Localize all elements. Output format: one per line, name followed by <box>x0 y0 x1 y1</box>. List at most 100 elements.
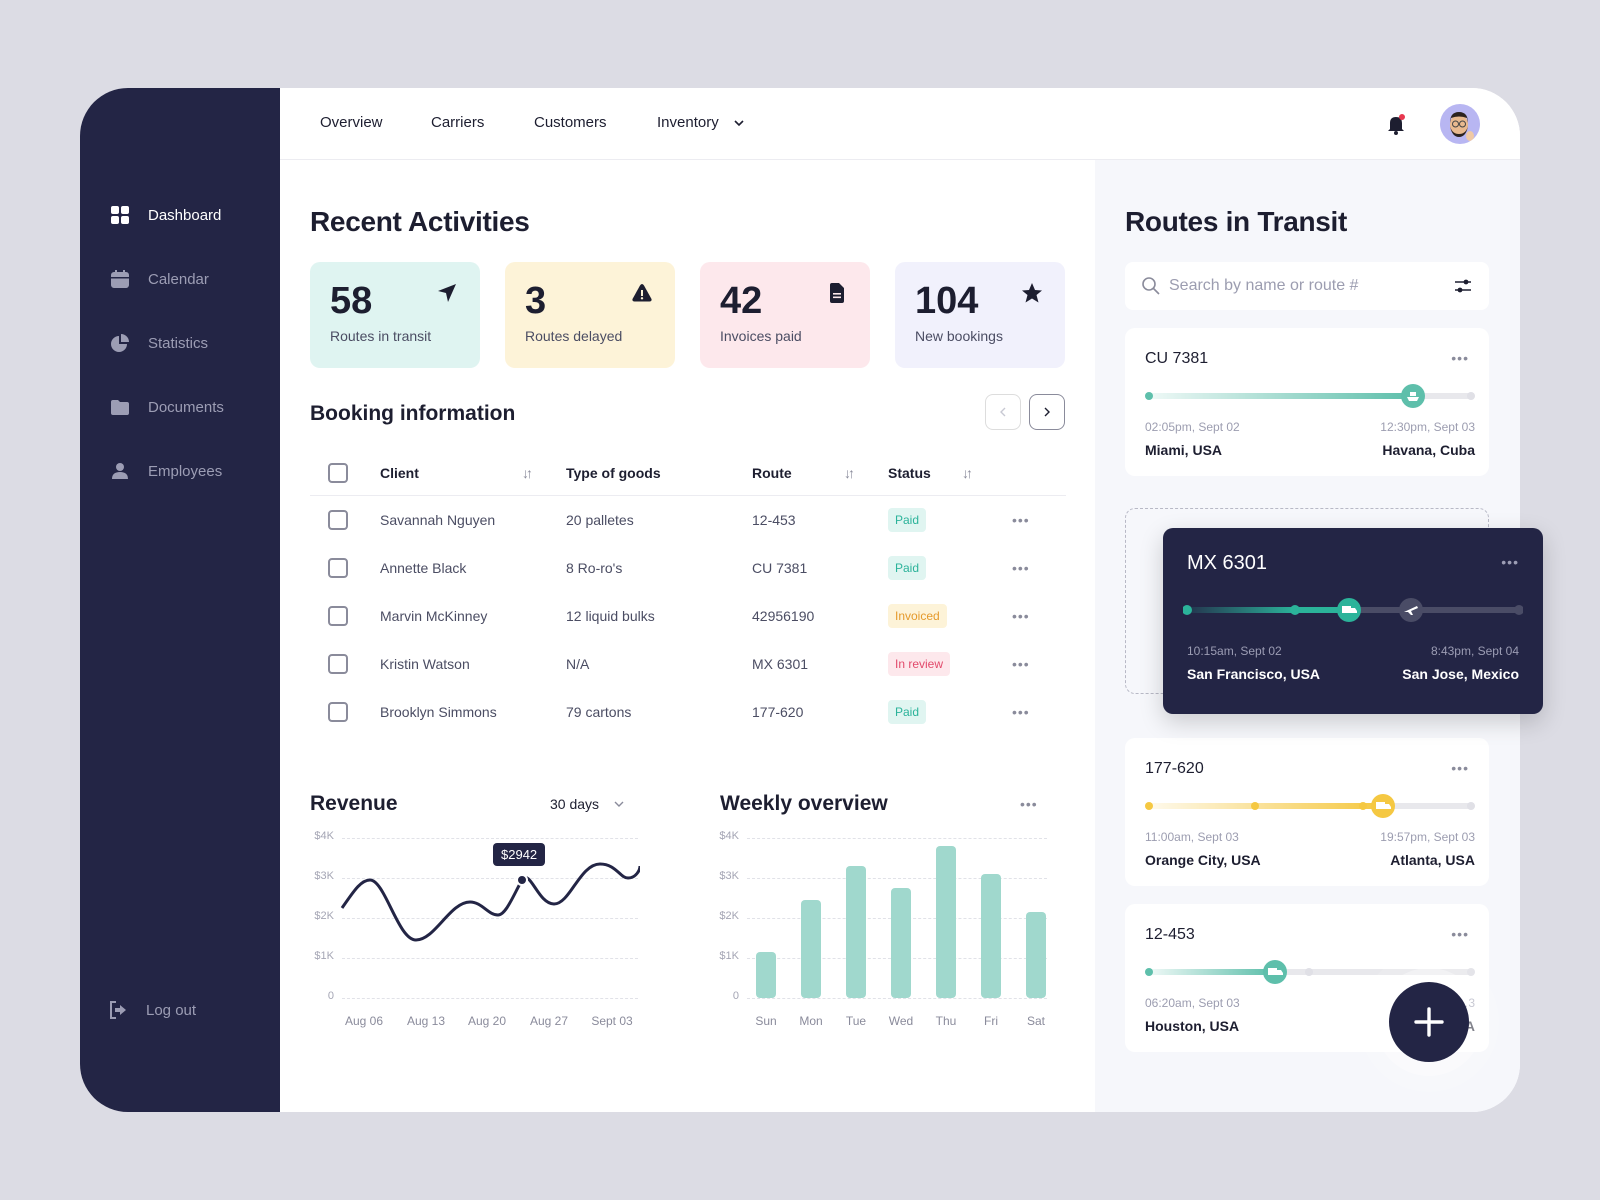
route-more-button[interactable]: ••• <box>1451 350 1469 366</box>
bar-thu[interactable] <box>936 846 956 998</box>
sort-client-icon[interactable]: ↓↑ <box>522 464 533 481</box>
route-progress <box>1145 960 1475 984</box>
select-all-checkbox[interactable] <box>328 462 348 483</box>
routes-title: Routes in Transit <box>1125 206 1348 237</box>
stat-card-new-bookings[interactable]: 104 New bookings <box>895 262 1065 368</box>
row-checkbox[interactable] <box>328 606 348 626</box>
y-tick: 0 <box>327 990 334 1002</box>
row-more-button[interactable]: ••• <box>1012 656 1030 672</box>
origin-city: Miami, USA <box>1145 442 1223 458</box>
plane-icon <box>1404 606 1418 615</box>
prev-page-button[interactable] <box>985 394 1021 430</box>
sidebar-item-dashboard[interactable]: Dashboard <box>110 200 221 230</box>
chevron-right-icon <box>1044 407 1050 417</box>
bar-wed[interactable] <box>891 888 911 998</box>
client-cell: Kristin Watson <box>380 656 470 672</box>
sidebar-item-statistics[interactable]: Statistics <box>110 328 208 358</box>
sidebar-item-calendar[interactable]: Calendar <box>110 264 209 294</box>
column-client[interactable]: Client <box>380 464 419 481</box>
row-more-button[interactable]: ••• <box>1012 704 1030 720</box>
row-more-button[interactable]: ••• <box>1012 560 1030 576</box>
table-row[interactable]: Marvin McKinney 12 liquid bulks 42956190… <box>310 592 1066 640</box>
destination-city: Havana, Cuba <box>1382 442 1475 458</box>
truck-icon <box>1376 802 1391 809</box>
nav-inventory-dropdown[interactable]: Inventory <box>657 114 745 131</box>
weekly-chart: $4K $3K $2K $1K 0 Sun Mon Tue Wed Thu Fr… <box>715 830 1055 1030</box>
row-checkbox[interactable] <box>328 558 348 578</box>
sidebar-item-documents[interactable]: Documents <box>110 392 224 422</box>
end-time: 8:43pm, Sept 04 <box>1430 644 1519 658</box>
sidebar-item-employees[interactable]: Employees <box>110 456 222 486</box>
folder-icon <box>111 400 129 415</box>
bar-mon[interactable] <box>801 900 821 998</box>
route-id: CU 7381 <box>1145 350 1209 367</box>
x-tick: Fri <box>984 1014 998 1028</box>
bar-fri[interactable] <box>981 874 1001 998</box>
bar-sat[interactable] <box>1026 912 1046 998</box>
status-badge: Paid <box>888 556 927 580</box>
x-tick: Sun <box>755 1014 777 1028</box>
page-title: Recent Activities <box>310 206 530 237</box>
weekly-title: Weekly overview <box>720 792 888 815</box>
next-page-button[interactable] <box>1029 394 1065 430</box>
nav-overview[interactable]: Overview <box>320 114 383 131</box>
origin-city: San Francisco, USA <box>1187 666 1321 682</box>
bar-tue[interactable] <box>846 866 866 998</box>
end-time: 19:57pm, Sept 03 <box>1380 830 1475 844</box>
logout-label: Log out <box>146 1001 197 1019</box>
revenue-chart: $4K $3K $2K $1K 0 $2942 Aug 06 Aug 13 Au… <box>310 830 640 1030</box>
user-avatar[interactable] <box>1440 104 1480 144</box>
chevron-down-icon <box>734 119 744 126</box>
range-label: 30 days <box>550 796 600 812</box>
stat-card-invoices-paid[interactable]: 42 Invoices paid <box>700 262 870 368</box>
table-row[interactable]: Savannah Nguyen 20 palletes 12-453 Paid … <box>310 496 1066 544</box>
bar-sun[interactable] <box>756 952 776 998</box>
x-tick: Thu <box>935 1014 957 1028</box>
client-cell: Annette Black <box>380 560 467 576</box>
x-tick: Sept 03 <box>591 1014 633 1028</box>
sort-route-icon[interactable]: ↓↑ <box>844 464 855 481</box>
sidebar-item-label: Statistics <box>148 334 209 352</box>
route-more-button[interactable]: ••• <box>1501 554 1519 570</box>
stat-label: Invoices paid <box>720 328 802 344</box>
route-id: 12-453 <box>1145 926 1195 943</box>
y-tick: 0 <box>732 990 739 1002</box>
start-time: 10:15am, Sept 02 <box>1187 644 1282 658</box>
nav-carriers[interactable]: Carriers <box>431 114 484 131</box>
ship-icon <box>1407 392 1419 401</box>
x-tick: Tue <box>845 1014 867 1028</box>
route-card[interactable]: 177-620 ••• 11:00am, Sept 03 19:57pm, Se… <box>1125 738 1489 886</box>
logout-button[interactable]: Log out <box>108 995 196 1025</box>
route-card-dragging[interactable]: MX 6301 ••• 10:15am, Sept 02 8:43pm, Sep… <box>1163 528 1543 714</box>
route-more-button[interactable]: ••• <box>1451 926 1469 942</box>
table-row[interactable]: Annette Black 8 Ro-ro's CU 7381 Paid ••• <box>310 544 1066 592</box>
sidebar-item-label: Documents <box>148 398 224 416</box>
route-id: 177-620 <box>1145 760 1204 777</box>
add-route-button[interactable] <box>1389 982 1469 1062</box>
notification-bell-icon[interactable] <box>1384 112 1408 136</box>
weekly-more-button[interactable]: ••• <box>1020 796 1038 812</box>
x-tick: Aug 27 <box>529 1014 569 1028</box>
row-checkbox[interactable] <box>328 510 348 530</box>
revenue-range-dropdown[interactable]: 30 days <box>550 796 625 812</box>
row-checkbox[interactable] <box>328 702 348 722</box>
stat-card-routes-delayed[interactable]: 3 Routes delayed <box>505 262 675 368</box>
sort-status-icon[interactable]: ↓↑ <box>962 464 973 481</box>
row-more-button[interactable]: ••• <box>1012 512 1030 528</box>
goods-cell: 20 palletes <box>566 512 634 528</box>
calendar-icon <box>111 270 129 288</box>
route-card[interactable]: CU 7381 ••• 02:05pm, Sept 02 12:30pm, Se… <box>1125 328 1489 476</box>
column-status[interactable]: Status <box>888 464 931 481</box>
nav-customers[interactable]: Customers <box>534 114 607 131</box>
search-input[interactable] <box>1169 272 1439 300</box>
table-row[interactable]: Kristin Watson N/A MX 6301 In review ••• <box>310 640 1066 688</box>
filter-icon[interactable] <box>1453 277 1473 295</box>
column-route[interactable]: Route <box>752 464 792 481</box>
table-row[interactable]: Brooklyn Simmons 79 cartons 177-620 Paid… <box>310 688 1066 736</box>
row-checkbox[interactable] <box>328 654 348 674</box>
stat-card-routes-in-transit[interactable]: 58 Routes in transit <box>310 262 480 368</box>
route-more-button[interactable]: ••• <box>1451 760 1469 776</box>
logout-icon <box>110 1001 126 1019</box>
row-more-button[interactable]: ••• <box>1012 608 1030 624</box>
route-progress <box>1183 598 1523 622</box>
